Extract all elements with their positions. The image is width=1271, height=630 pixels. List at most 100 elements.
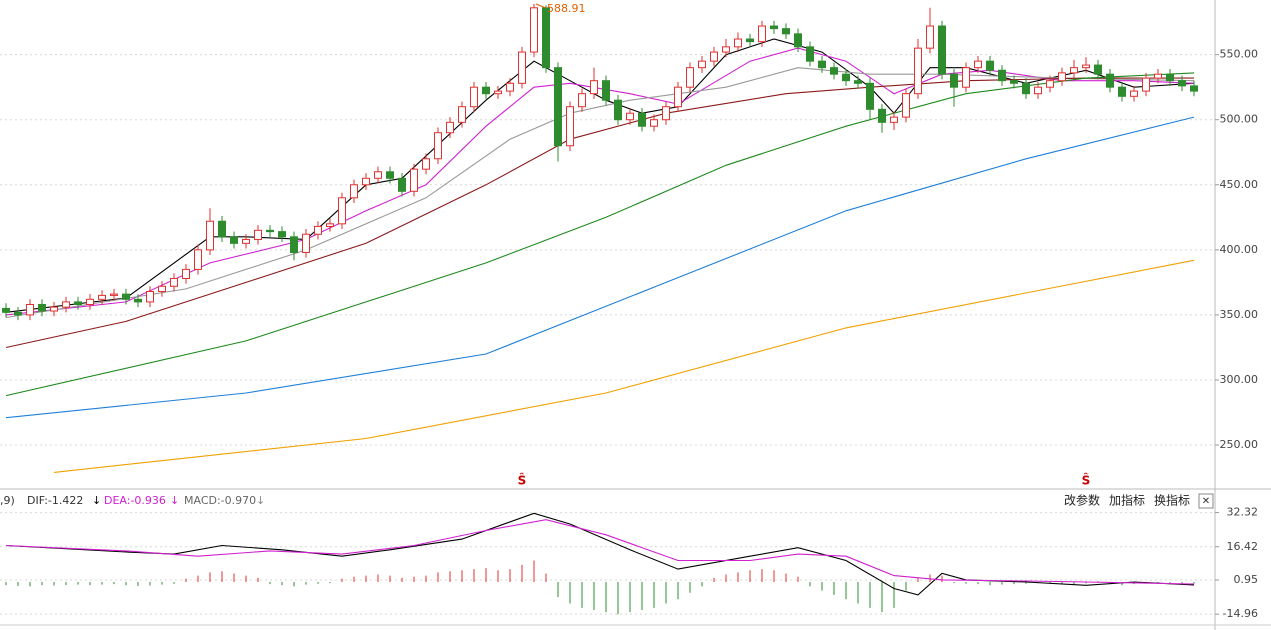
candle-body [1082, 64, 1090, 69]
candle-body [854, 80, 862, 84]
add-indicator-button[interactable]: 加指标 [1109, 493, 1145, 508]
candle-body [182, 268, 190, 279]
candle-body [1166, 73, 1174, 82]
candle-body [578, 93, 586, 108]
candle-body [86, 298, 94, 306]
candle-body [494, 90, 502, 95]
candle-body [650, 119, 658, 127]
candle-body [206, 220, 214, 251]
candle-body [662, 106, 670, 121]
candle-body [830, 67, 838, 75]
candle-body [410, 168, 418, 192]
candle-body [446, 121, 454, 134]
dif-arrow: ↓ [92, 494, 101, 507]
candle-body [1118, 86, 1126, 97]
y-tick-label: 350.00 [1220, 308, 1259, 321]
candle-body [314, 225, 322, 235]
y-tick-label: 32.32 [1227, 506, 1259, 519]
candle-body [842, 73, 850, 82]
close-button-box[interactable] [1198, 493, 1214, 509]
candle-body [482, 86, 490, 95]
candle-body [2, 307, 10, 313]
candle-body [194, 249, 202, 270]
candle-body [422, 158, 430, 170]
y-tick-label: 300.00 [1220, 373, 1259, 386]
candle-body [674, 86, 682, 108]
candle-body [386, 171, 394, 179]
candle-body [338, 197, 346, 225]
y-tick-label: 250.00 [1220, 438, 1259, 451]
candle-body [518, 51, 526, 84]
y-tick-label: 0.95 [1234, 573, 1259, 586]
candle-body [914, 47, 922, 95]
candle-body [146, 290, 154, 303]
candle-body [614, 99, 622, 121]
close-button[interactable]: ✕ [1202, 496, 1210, 507]
candle-body [14, 311, 22, 316]
candle-body [1142, 77, 1150, 92]
candle-body [506, 82, 514, 92]
candle-body [986, 60, 994, 71]
candle-body [770, 25, 778, 30]
dea-arrow: ↓ [170, 494, 179, 507]
candle-body [1190, 85, 1198, 92]
candle-body [530, 7, 538, 53]
candle-body [950, 73, 958, 88]
candle-body [626, 112, 634, 121]
candle-body [794, 33, 802, 48]
dea-label: DEA:-0.936 [104, 494, 166, 507]
candle-body [50, 306, 58, 312]
candle-body [62, 301, 70, 308]
candle-body [122, 293, 130, 300]
candle-body [254, 229, 262, 240]
macd-label: MACD:-0.970 [184, 494, 256, 507]
candle-body [1130, 90, 1138, 97]
candle-body [1058, 72, 1066, 82]
y-tick-label: 550.00 [1220, 48, 1259, 61]
candle-body [98, 294, 106, 300]
moving-average-line [53, 259, 1195, 473]
candle-body [470, 86, 478, 108]
switch-indicator-button[interactable]: 换指标 [1154, 493, 1190, 508]
candle-body [290, 236, 298, 253]
macd-line [5, 519, 1195, 585]
dif-label: DIF:-1.422 [27, 494, 83, 507]
candle-body [230, 236, 238, 244]
candle-body [722, 46, 730, 53]
candle-body [698, 60, 706, 69]
macd-arrow: ↓ [256, 494, 265, 507]
candle-body [782, 28, 790, 35]
candle-body [1022, 82, 1030, 95]
candle-body [1046, 80, 1054, 88]
candle-body [26, 304, 34, 316]
y-tick-label: 450.00 [1220, 178, 1259, 191]
candle-body [1070, 67, 1078, 74]
macd-params: ,9) [0, 494, 15, 507]
candle-body [1106, 73, 1114, 88]
candle-body [818, 60, 826, 69]
candle-body [218, 220, 226, 238]
annotation-arrow [535, 3, 547, 9]
candle-body [542, 7, 550, 69]
candle-body [806, 46, 814, 62]
y-tick-label: -14.96 [1223, 607, 1258, 620]
event-marker: Ŝ [518, 473, 527, 488]
candle-body [134, 298, 142, 303]
candle-body [458, 106, 466, 123]
candle-body [590, 80, 598, 95]
candle-body [278, 231, 286, 238]
edit-params-button[interactable]: 改参数 [1064, 493, 1100, 508]
candle-body [1034, 86, 1042, 95]
candle-body [326, 223, 334, 227]
candle-body [38, 304, 46, 312]
candle-body [566, 106, 574, 147]
candle-body [962, 67, 970, 88]
candle-body [758, 25, 766, 43]
candle-body [1154, 73, 1162, 79]
candle-body [926, 25, 934, 49]
candle-body [974, 60, 982, 69]
candle-body [686, 67, 694, 88]
candle-body [362, 177, 370, 186]
candle-body [110, 293, 118, 296]
